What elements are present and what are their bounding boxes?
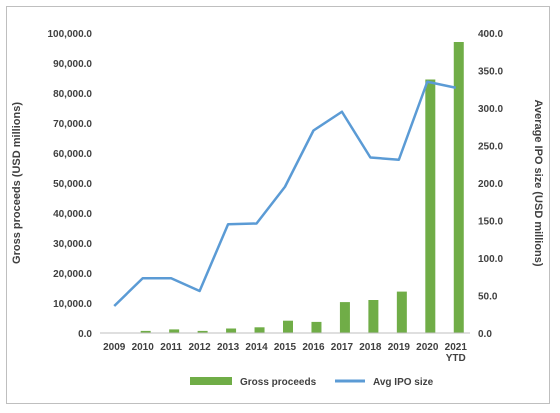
x-tick-label: 2009 bbox=[103, 342, 126, 353]
bar-2021-ytd bbox=[453, 42, 464, 333]
y2-tick-label: 50.0 bbox=[478, 292, 498, 303]
bar-2018 bbox=[368, 300, 379, 333]
y2-tick-label: 350.0 bbox=[478, 67, 503, 78]
y2-tick-label: 200.0 bbox=[478, 179, 503, 190]
x-tick-label: 2016 bbox=[302, 342, 325, 353]
legend-label-gross-proceeds: Gross proceeds bbox=[240, 377, 317, 388]
bar-2013 bbox=[226, 328, 237, 333]
legend: Gross proceeds Avg IPO size bbox=[190, 377, 434, 388]
y2-tick-label: 400.0 bbox=[478, 29, 503, 40]
y2-tick-label: 300.0 bbox=[478, 104, 503, 115]
right-axis-ticks: 0.0 50.0 100.0 150.0 200.0 250.0 300.0 350.0 400… bbox=[478, 29, 503, 340]
bar-2012 bbox=[197, 330, 208, 333]
left-axis-ticks: 0.0 10,000.0 20,000.0 30,000.0 40,000.0 50,00… bbox=[48, 29, 93, 340]
x-tick-label: 2011 bbox=[160, 342, 182, 353]
y2-axis-label: Average IPO size (USD millions) bbox=[532, 99, 544, 266]
x-tick-label: 2015 bbox=[274, 342, 297, 353]
bar-2016 bbox=[311, 321, 322, 333]
line-group bbox=[113, 80, 457, 307]
x-tick-label: 2018 bbox=[359, 342, 382, 353]
bar-2020 bbox=[425, 79, 436, 333]
y-tick-label: 50,000.0 bbox=[53, 179, 92, 190]
y2-tick-label: 100.0 bbox=[478, 254, 503, 265]
y-tick-label: 30,000.0 bbox=[53, 239, 92, 250]
line-avg-ipo-size bbox=[113, 80, 457, 307]
y2-tick-label: 150.0 bbox=[478, 217, 503, 228]
x-tick-label: 2012 bbox=[188, 342, 211, 353]
x-tick-label: 2014 bbox=[245, 342, 268, 353]
bar-2015 bbox=[283, 320, 293, 333]
x-tick-label: 2017 bbox=[331, 342, 354, 353]
x-tick-label: 2021 bbox=[445, 342, 468, 353]
y-axis-label: Gross proceeds (USD millions) bbox=[11, 102, 23, 264]
x-tick-label: 2013 bbox=[217, 342, 240, 353]
x-tick-label: 2019 bbox=[388, 342, 411, 353]
bar-2011 bbox=[169, 329, 180, 333]
y-tick-label: 40,000.0 bbox=[53, 209, 92, 220]
y-tick-label: 0.0 bbox=[78, 329, 92, 340]
bar-2014 bbox=[254, 327, 265, 333]
y-tick-label: 20,000.0 bbox=[53, 269, 92, 280]
legend-label-avg-ipo-size: Avg IPO size bbox=[373, 377, 434, 388]
y-tick-label: 100,000.0 bbox=[48, 29, 93, 40]
legend-swatch-gross-proceeds bbox=[190, 377, 232, 385]
bar-2010 bbox=[140, 330, 151, 333]
x-tick-label: YTD bbox=[446, 353, 466, 364]
y-tick-label: 70,000.0 bbox=[53, 119, 92, 130]
x-tick-label: 2020 bbox=[416, 342, 439, 353]
y2-tick-label: 0.0 bbox=[478, 329, 492, 340]
bar-2017 bbox=[339, 302, 350, 333]
y-tick-label: 60,000.0 bbox=[53, 149, 92, 160]
bar-2019 bbox=[396, 291, 407, 333]
x-axis-ticks: 2009 2010 2011 2012 2013 2014 2015 2016 2017 2018… bbox=[103, 342, 467, 364]
y-tick-label: 10,000.0 bbox=[53, 299, 92, 310]
y-tick-label: 90,000.0 bbox=[53, 59, 92, 70]
y2-tick-label: 250.0 bbox=[478, 142, 503, 153]
x-tick-label: 2010 bbox=[132, 342, 155, 353]
bars-group bbox=[140, 42, 464, 333]
y-tick-label: 80,000.0 bbox=[53, 89, 92, 100]
